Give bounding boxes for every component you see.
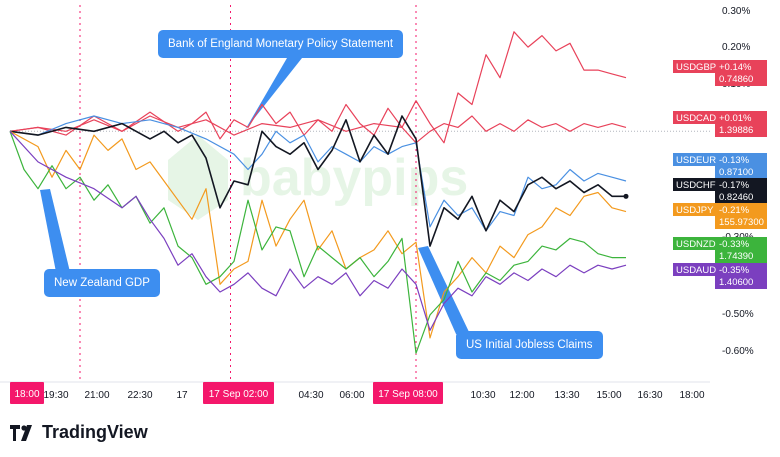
series-line-usdjpy (9, 130, 627, 339)
series-label-price: 1.39886 (719, 125, 753, 136)
series-label-value-bg (715, 111, 767, 137)
x-tick-label: 15:00 (596, 390, 621, 401)
callout-nzgdp-text: New Zealand GDP (54, 277, 150, 289)
series-label-name-bg (673, 153, 715, 166)
series-label-name-bg (673, 60, 715, 73)
series-label-change: -0.35% (719, 265, 750, 276)
series-line-usdchf (9, 115, 626, 247)
series-label-change: -0.21% (719, 205, 750, 216)
series-label-price: 0.82460 (719, 192, 753, 203)
callout-jobless-pointer (418, 246, 470, 334)
tradingview-icon (10, 424, 32, 441)
series-label-value-bg (715, 178, 767, 204)
series-label-change: +0.14% (719, 62, 752, 73)
x-tick-label: 16:30 (637, 390, 662, 401)
series-label-usdchf: USDCHF -0.17%0.82460 (673, 178, 767, 204)
callout-boe-pointer (245, 58, 302, 130)
x-tick-label: 06:00 (339, 390, 364, 401)
series-label-value-bg (715, 60, 767, 86)
series-label-name: USDCHF (676, 180, 716, 191)
y-tick-label: -0.50% (722, 309, 754, 320)
series-label-value-bg (715, 153, 767, 179)
series-label-price: 0.87100 (719, 167, 753, 178)
series-label-name-bg (673, 178, 715, 191)
x-highlight-tag (373, 382, 443, 404)
y-tick-label: -0.60% (722, 346, 754, 357)
x-highlight-label: 17 Sep 08:00 (378, 389, 438, 400)
series-label-usdaud: USDAUD -0.35%1.40600 (673, 263, 767, 289)
tradingview-logo: TradingView (10, 422, 148, 443)
series-label-change: -0.17% (719, 180, 750, 191)
series-line-usdnzd (9, 131, 626, 354)
x-tick-label: 18:00 (679, 390, 704, 401)
x-tick-label: 19:30 (43, 390, 68, 401)
series-label-value-bg (715, 237, 767, 263)
x-tick-label: 10:30 (470, 390, 495, 401)
watermark-text: babypips (240, 149, 468, 207)
callout-boe-text: Bank of England Monetary Policy Statemen… (168, 38, 394, 50)
y-tick-label: 0.30% (722, 6, 750, 17)
series-label-usdcad: USDCAD +0.01%1.39886 (673, 111, 767, 137)
watermark-logo-icon (168, 135, 228, 220)
series-label-name-bg (673, 237, 715, 250)
series-label-name: USDGBP (676, 62, 716, 73)
series-label-price: 1.74390 (719, 251, 753, 262)
series-label-change: -0.13% (719, 155, 750, 166)
series-label-usdnzd: USDNZD -0.33%1.74390 (673, 237, 767, 263)
x-tick-label: 12:00 (509, 390, 534, 401)
series-label-price: 1.40600 (719, 277, 753, 288)
series-label-name-bg (673, 263, 715, 276)
series-label-name: USDEUR (676, 155, 716, 166)
chart: babypips 0.30%0.20%0.10%-0.30%-0.50%-0.6… (0, 5, 767, 404)
callout-boe: Bank of England Monetary Policy Statemen… (158, 30, 404, 58)
series-label-name: USDAUD (676, 265, 716, 276)
series-label-name: USDNZD (676, 239, 716, 250)
x-tick-label: 17 (176, 390, 188, 401)
series-label-price: 155.97300 (719, 217, 764, 228)
series-label-change: +0.01% (719, 113, 752, 124)
series-label-value-bg (715, 263, 767, 289)
x-highlight-tag (203, 382, 274, 404)
series-label-usdjpy: USDJPY -0.21%155.97300 (673, 203, 767, 229)
series-label-name: USDCAD (676, 113, 716, 124)
series-label-name: USDJPY (676, 205, 714, 216)
x-tick-label: 22:30 (127, 390, 152, 401)
series-endpoint-usdchf (623, 193, 629, 199)
series-label-usdgbp: USDGBP +0.14%0.74860 (673, 60, 767, 86)
series-label-name-bg (673, 203, 715, 216)
callout-jobless: US Initial Jobless Claims (456, 331, 603, 359)
callout-nzgdp: New Zealand GDP (44, 269, 160, 297)
x-tick-label: 04:30 (298, 390, 323, 401)
x-highlight-tag (10, 382, 44, 404)
watermark: babypips (168, 135, 468, 220)
series-label-change: -0.33% (719, 239, 750, 250)
x-tick-label: 13:30 (554, 390, 579, 401)
series-line-usdeur (9, 115, 627, 232)
callout-jobless-text: US Initial Jobless Claims (466, 339, 593, 351)
series-line-usdaud (9, 130, 627, 331)
brand-name: TradingView (42, 422, 148, 442)
series-label-usdeur: USDEUR -0.13%0.87100 (673, 153, 767, 179)
series-label-price: 0.74860 (719, 74, 753, 85)
callout-nzgdp-pointer (40, 189, 70, 272)
series-label-name-bg (673, 111, 715, 124)
series-label-value-bg (715, 203, 767, 229)
x-highlight-label: 17 Sep 02:00 (209, 389, 269, 400)
x-tick-label: 21:00 (84, 390, 109, 401)
y-tick-label: 0.20% (722, 42, 750, 53)
x-highlight-label: 18:00 (14, 389, 39, 400)
